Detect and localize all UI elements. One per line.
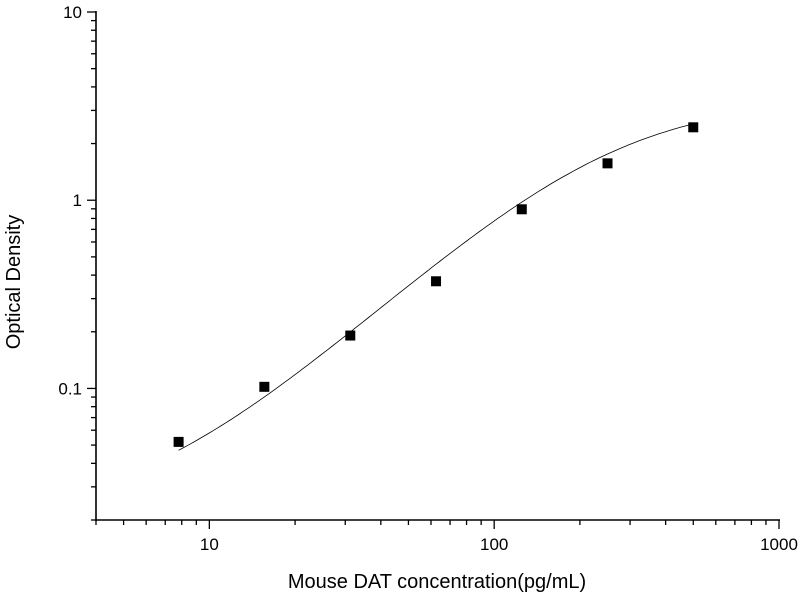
data-point	[259, 381, 270, 392]
x-axis-title: Mouse DAT concentration(pg/mL)	[288, 571, 586, 593]
data-points	[173, 122, 699, 447]
y-axis-title: Optical Density	[3, 215, 25, 350]
y-tick-label: 1	[73, 191, 82, 210]
axes: 10 100 1000 0.1 1 10	[58, 3, 798, 554]
data-point	[516, 204, 527, 215]
x-tick-label: 100	[480, 535, 508, 554]
data-point	[431, 276, 442, 287]
fit-curve	[178, 123, 694, 451]
x-tick-label: 1000	[760, 535, 798, 554]
data-point	[602, 158, 613, 169]
data-point	[688, 122, 699, 133]
y-tick-label: 10	[63, 3, 82, 22]
data-point	[173, 436, 184, 447]
y-tick-label: 0.1	[58, 379, 82, 398]
data-point	[345, 330, 356, 341]
x-tick-label: 10	[200, 535, 219, 554]
